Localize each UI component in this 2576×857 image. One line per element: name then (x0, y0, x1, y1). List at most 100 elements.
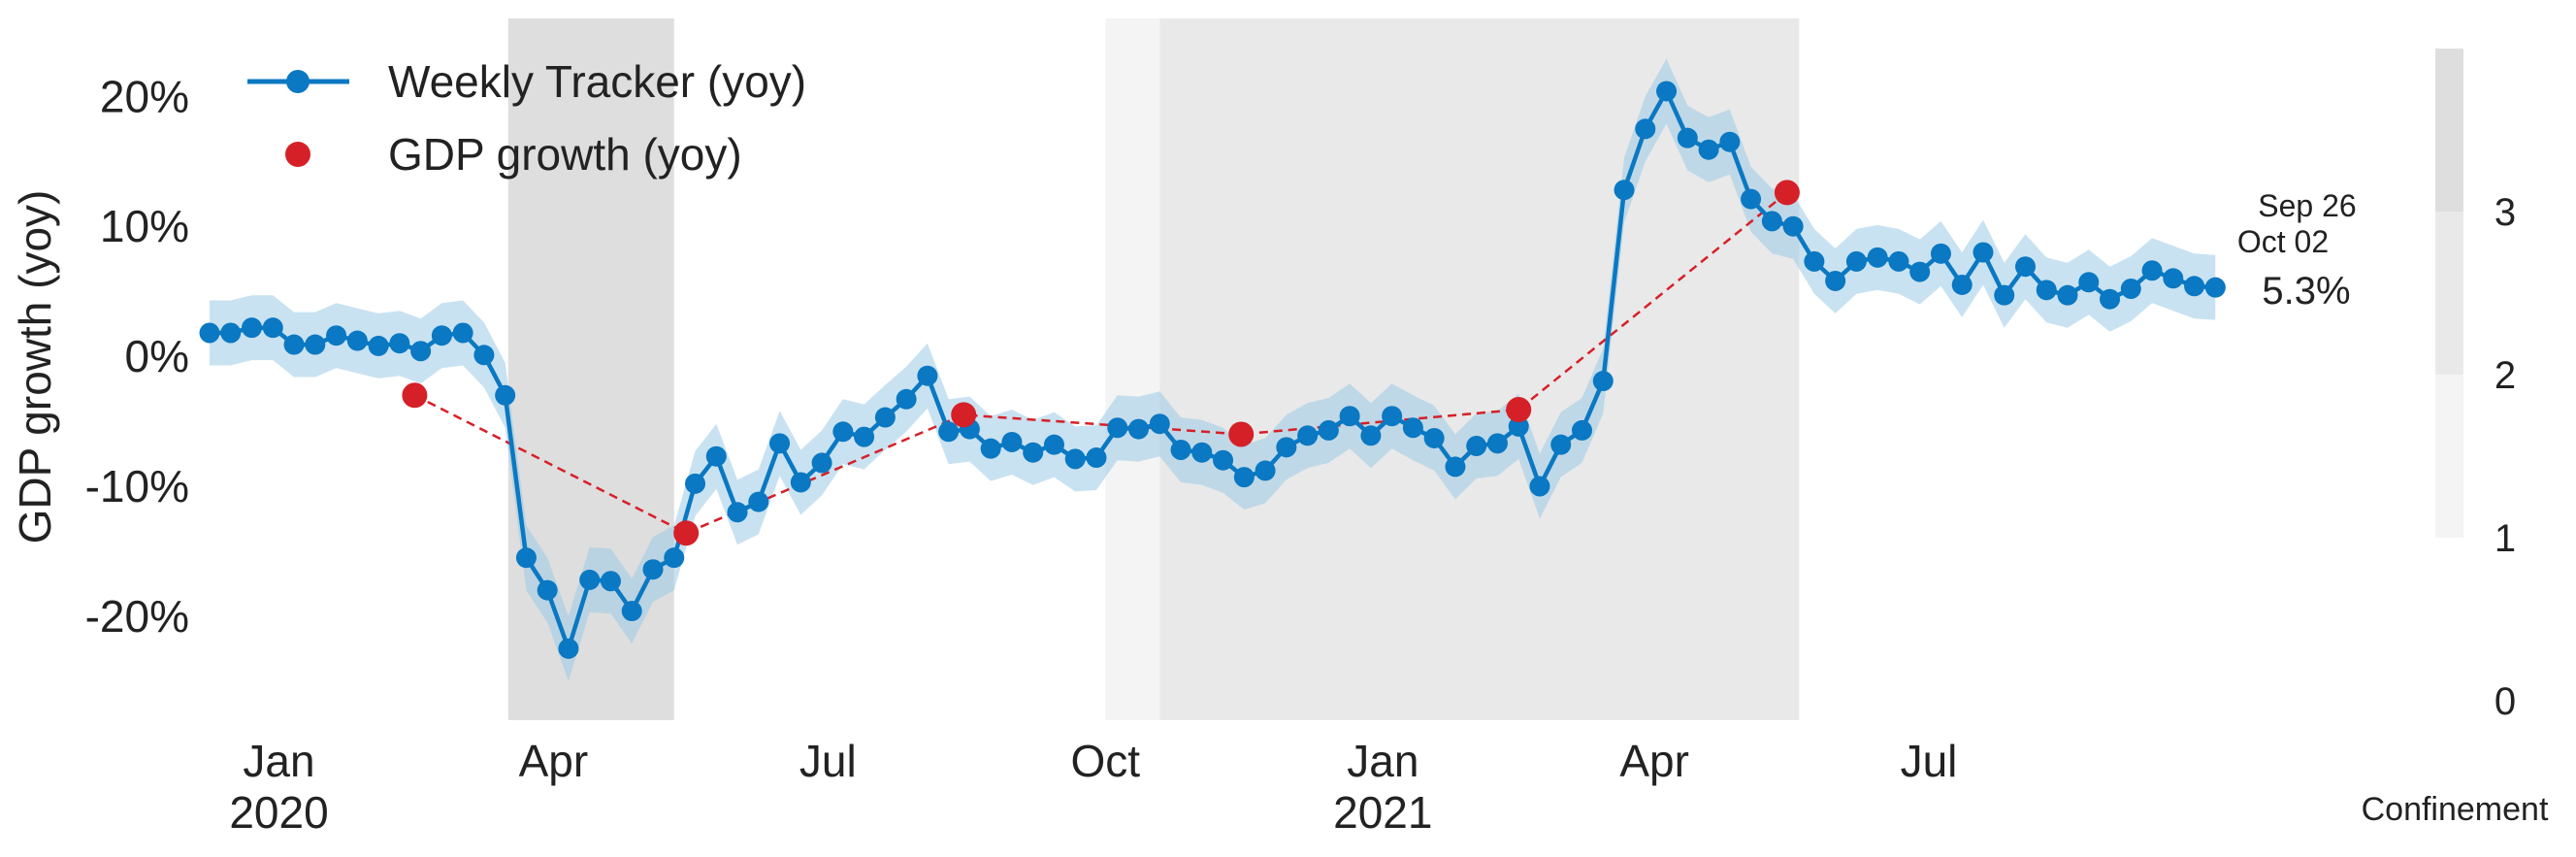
tracker-point (1466, 435, 1487, 456)
x-tick-label: Jan (1347, 736, 1418, 786)
tracker-point (558, 638, 579, 659)
y-axis-ticks: 20% 10% 0% -10% -20% (85, 71, 189, 642)
tracker-point (1001, 431, 1023, 452)
tracker-point (1572, 419, 1593, 441)
x-tick-year-label: 2021 (1333, 787, 1432, 838)
tracker-point (1064, 448, 1086, 470)
annotation-date-line1: Sep 26 (2258, 188, 2356, 223)
tracker-point (832, 421, 854, 443)
tracker-point (1677, 127, 1698, 148)
tracker-point (2204, 277, 2226, 298)
tracker-point (2141, 260, 2163, 281)
colorbar-segment (2435, 212, 2463, 375)
tracker-point (1698, 139, 1719, 160)
annotation-latest-value: 5.3% (2262, 270, 2350, 313)
tracker-point (2100, 288, 2121, 310)
tracker-point (1508, 415, 1529, 437)
tracker-point (1804, 250, 1825, 272)
x-tick-label: Jul (799, 736, 857, 786)
gdp-point (402, 382, 428, 409)
tracker-point (1382, 406, 1403, 427)
y-tick-label: 0% (125, 331, 189, 381)
tracker-point (1529, 476, 1550, 497)
tracker-point (1635, 118, 1656, 140)
tracker-point (748, 491, 769, 512)
tracker-point (326, 325, 347, 346)
legend-tracker-label: Weekly Tracker (yoy) (388, 56, 806, 107)
tracker-point (1297, 425, 1319, 446)
tracker-point (1128, 418, 1150, 440)
tracker-point (1149, 413, 1170, 435)
tracker-point (1614, 180, 1635, 201)
legend-gdp-swatch-marker (285, 142, 310, 167)
gdp-points-layer (402, 180, 1800, 546)
tracker-point (1213, 449, 1234, 471)
tracker-point (2184, 276, 2205, 297)
tracker-point (2078, 272, 2100, 293)
tracker-point (410, 341, 432, 362)
tracker-point (1656, 81, 1678, 102)
tracker-point (1445, 456, 1466, 478)
y-tick-label: 10% (100, 201, 189, 251)
tracker-point (642, 559, 664, 580)
tracker-point (368, 335, 389, 356)
tracker-point (2057, 284, 2078, 306)
tracker-point (1318, 419, 1339, 441)
tracker-point (305, 334, 326, 355)
tracker-point (1845, 250, 1867, 272)
tracker-point (495, 384, 516, 406)
tracker-point (1043, 434, 1064, 455)
tracker-point (1951, 274, 1973, 295)
tracker-point (1741, 188, 1762, 210)
x-tick-label: Jan (243, 736, 314, 786)
confinement-shading (507, 18, 1800, 720)
tracker-point (1360, 425, 1382, 446)
tracker-point (1255, 460, 1276, 481)
tracker-point (199, 322, 220, 344)
colorbar-segment (2435, 49, 2463, 212)
colorbar-tick-label: 2 (2494, 354, 2516, 397)
tracker-point (1423, 427, 1445, 448)
y-tick-label: 20% (100, 71, 189, 121)
tracker-point (220, 322, 242, 344)
tracker-point (1719, 131, 1741, 152)
tracker-point (1888, 250, 1909, 272)
tracker-point (811, 452, 832, 474)
tracker-point (346, 330, 368, 351)
x-tick-label: Jul (1901, 736, 1958, 786)
tracker-point (473, 345, 495, 366)
tracker-point (1233, 467, 1255, 488)
annotation-date-line2: Oct 02 (2237, 224, 2329, 259)
tracker-point (431, 325, 452, 346)
gdp-point (1228, 421, 1255, 447)
y-tick-label: -20% (85, 591, 189, 642)
legend-tracker-swatch-marker (286, 70, 310, 93)
tracker-point (938, 421, 960, 443)
tracker-point (1402, 417, 1423, 439)
x-tick-label: Apr (1619, 736, 1689, 786)
tracker-point (769, 433, 791, 454)
tracker-point (621, 601, 642, 622)
tracker-point (685, 473, 706, 494)
tracker-point (1994, 284, 2015, 306)
tracker-point (790, 472, 811, 493)
legend-gdp-label: GDP growth (yoy) (388, 129, 742, 180)
weekly-tracker-layer (199, 81, 2226, 659)
tracker-point (2014, 256, 2036, 278)
tracker-point (1339, 406, 1360, 427)
tracker-point (1867, 247, 1888, 268)
gdp-point (951, 402, 977, 428)
tracker-point (537, 579, 558, 601)
tracker-point (917, 365, 938, 386)
tracker-point (515, 547, 537, 569)
x-tick-year-label: 2020 (229, 787, 328, 838)
colorbar-tick-label: 3 (2494, 191, 2516, 234)
confinement-period (1105, 18, 1160, 720)
legend: Weekly Tracker (yoy) GDP growth (yoy) (247, 56, 806, 180)
tracker-point (1107, 417, 1128, 439)
gdp-dashed-line-layer (413, 191, 1788, 535)
tracker-point (1023, 442, 1044, 463)
colorbar-tick-label: 1 (2494, 517, 2516, 560)
